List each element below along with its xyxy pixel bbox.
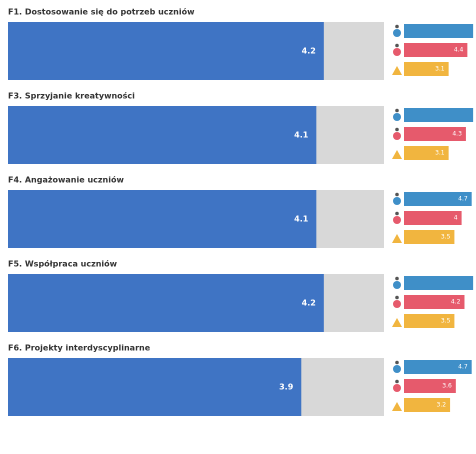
breakdown-bar	[404, 360, 472, 374]
icon-head	[395, 24, 399, 29]
icon	[393, 281, 401, 289]
breakdown-label: 4.7	[458, 196, 468, 203]
chart-title: F5. Współpraca uczniów	[8, 259, 118, 269]
bar	[8, 190, 317, 248]
icon-head	[395, 127, 399, 132]
breakdown-label: 3.6	[442, 383, 452, 390]
breakdown-label: 4.3	[452, 131, 462, 138]
breakdown-bar	[404, 314, 455, 328]
value-label: 4.2	[302, 47, 316, 56]
breakdown-label: 3.1	[435, 66, 445, 73]
icon	[393, 29, 401, 37]
icon-head	[395, 360, 399, 365]
icon-head	[395, 276, 399, 281]
chart-title: F1. Dostosowanie się do potrzeb uczniów	[8, 7, 195, 17]
icon-head	[395, 43, 399, 48]
chart-title: F4. Angażowanie uczniów	[8, 175, 124, 185]
icon-head	[395, 379, 399, 384]
breakdown-bar	[404, 192, 472, 206]
breakdown-label: 3.5	[441, 318, 451, 325]
icon	[392, 66, 402, 75]
icon-head	[395, 211, 399, 216]
bar	[8, 358, 302, 416]
breakdown-bar	[404, 24, 474, 38]
breakdown-bar	[404, 379, 456, 393]
chart-title: F3. Sprzyjanie kreatywności	[8, 91, 135, 101]
breakdown-bar	[404, 211, 462, 225]
breakdown-bar	[404, 398, 451, 412]
breakdown-label: 3.1	[435, 150, 445, 157]
icon	[393, 384, 401, 392]
breakdown-label: 4.7	[458, 364, 468, 371]
icon	[393, 197, 401, 205]
icon	[393, 300, 401, 308]
icon	[393, 132, 401, 140]
breakdown-bar	[404, 146, 449, 160]
breakdown-bar	[404, 62, 449, 76]
breakdown-label: 4	[454, 215, 458, 222]
bar	[8, 22, 324, 80]
breakdown-label: 3.5	[441, 234, 451, 241]
icon	[393, 48, 401, 56]
icon	[393, 113, 401, 121]
breakdown-label: 4.2	[451, 299, 461, 306]
value-label: 3.9	[279, 383, 294, 392]
icon-head	[395, 295, 399, 300]
breakdown-bar	[404, 230, 455, 244]
breakdown-label: 4.4	[454, 47, 464, 54]
breakdown-bar	[404, 43, 468, 57]
breakdown-bar	[404, 276, 474, 290]
icon-head	[395, 108, 399, 113]
icon	[392, 234, 402, 243]
chart-title: F6. Projekty interdyscyplinarne	[8, 344, 151, 353]
icon	[393, 365, 401, 373]
icon-head	[395, 192, 399, 197]
breakdown-label: 3.2	[437, 402, 447, 409]
icon	[392, 318, 402, 327]
breakdown-bar	[404, 127, 466, 141]
value-label: 4.2	[302, 299, 316, 308]
icon	[392, 402, 402, 411]
icon	[392, 150, 402, 159]
value-label: 4.1	[294, 131, 309, 140]
breakdown-bar	[404, 295, 465, 309]
bar	[8, 274, 324, 332]
bar	[8, 106, 317, 164]
value-label: 4.1	[294, 215, 309, 224]
icon	[393, 216, 401, 224]
breakdown-bar	[404, 108, 474, 122]
